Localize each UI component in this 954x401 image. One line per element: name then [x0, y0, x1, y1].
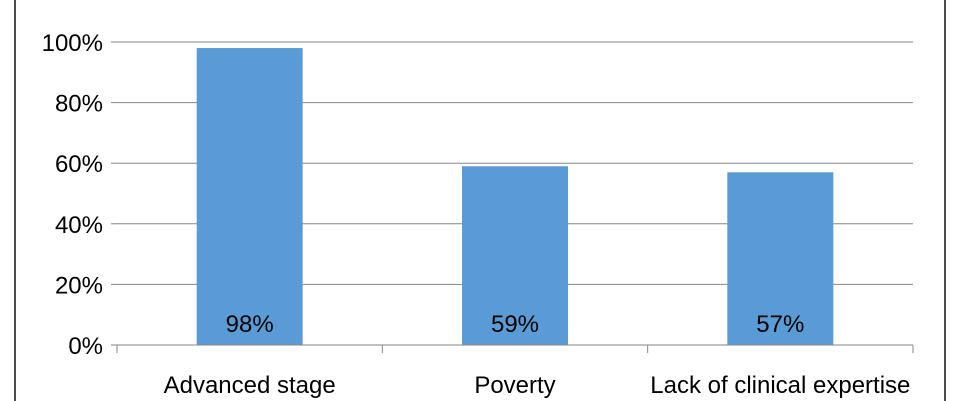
- x-tick-labels: Advanced stage Poverty Lack of clinical ex…: [164, 372, 911, 399]
- category-label: Poverty: [474, 372, 555, 399]
- chart-frame: [14, 0, 946, 401]
- bar: [727, 172, 834, 345]
- y-tick-label: 20%: [55, 272, 103, 299]
- y-tick-labels: 0% 20% 40% 60% 80% 100%: [42, 30, 103, 360]
- y-tick-label: 0%: [68, 333, 103, 360]
- category-label: Advanced stage: [164, 372, 336, 399]
- category-label: Lack of clinical expertise: [650, 372, 910, 399]
- data-label: 98%: [226, 311, 274, 338]
- data-label: 57%: [756, 311, 804, 338]
- y-tick-label: 100%: [42, 30, 103, 57]
- y-tick-label: 60%: [55, 151, 103, 178]
- axes: [111, 41, 914, 353]
- data-labels: 98% 59% 57%: [226, 311, 805, 338]
- bar: [196, 48, 303, 346]
- bar: [462, 166, 568, 345]
- data-label: 59%: [491, 311, 539, 338]
- bars: [196, 48, 834, 346]
- y-tick-label: 80%: [55, 91, 103, 118]
- y-tick-label: 40%: [55, 212, 103, 239]
